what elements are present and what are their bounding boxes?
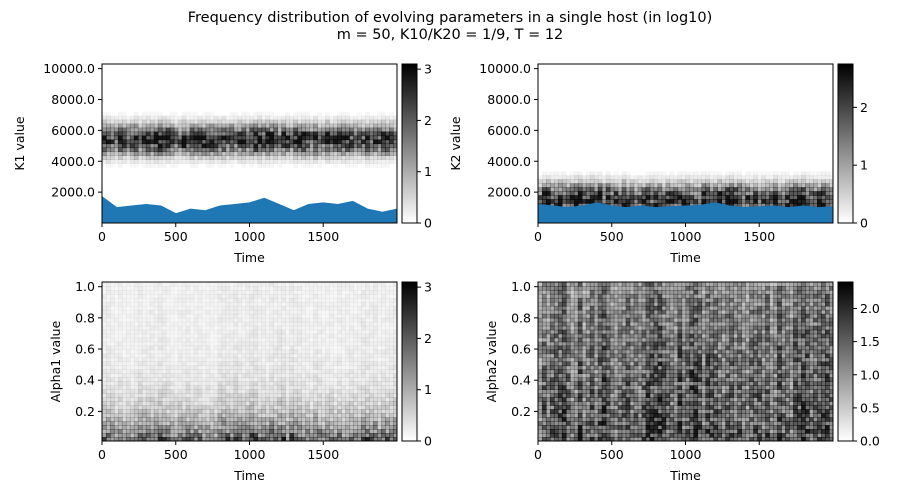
alpha2-xtick-label: 0 [534, 447, 542, 462]
alpha1-xtick-label: 0 [98, 447, 106, 462]
alpha2-ytick-label: 0.4 [511, 373, 531, 388]
alpha2-ylabel: Alpha2 value [484, 320, 499, 402]
k2-colorbar-label: 2 [860, 100, 868, 115]
k1-ytick-label: 4000.0 [51, 154, 95, 169]
k1-heatmap [102, 111, 397, 223]
alpha2-colorbar-label: 2.0 [860, 301, 880, 316]
alpha1-xtick-label: 500 [164, 447, 188, 462]
alpha2-xtick-label: 1500 [743, 447, 775, 462]
k2-colorbar-label: 1 [860, 158, 868, 173]
k2-filled-series [538, 202, 833, 223]
k1-xtick-label: 500 [164, 229, 188, 244]
k1-xtick-label: 1000 [234, 229, 266, 244]
alpha1-xtick-label: 1500 [307, 447, 339, 462]
k2-xtick-label: 1500 [743, 229, 775, 244]
k2-ytick-label: 6000.0 [487, 123, 531, 138]
alpha2-colorbar [837, 281, 854, 442]
k2-colorbar-label: 0 [860, 216, 868, 231]
figure-title-line1: Frequency distribution of evolving param… [188, 10, 713, 26]
alpha1-ytick-label: 0.2 [75, 404, 95, 419]
k2-ytick-label: 4000.0 [487, 154, 531, 169]
alpha1-xtick-label: 1000 [234, 447, 266, 462]
panel-k1: 0 500 1000 1500 2000.0 4000.0 6000.0 8000.0 1000… [12, 61, 432, 265]
k1-ytick-label: 6000.0 [51, 123, 95, 138]
alpha1-colorbar-label: 0 [424, 434, 432, 449]
k2-ylabel: K2 value [448, 116, 463, 171]
k1-xtick-label: 0 [98, 229, 106, 244]
k1-colorbar-label: 0 [424, 216, 432, 231]
alpha2-ytick-label: 1.0 [511, 279, 531, 294]
k1-ytick-label: 8000.0 [51, 92, 95, 107]
figure-title-line2: m = 50, K10/K20 = 1/9, T = 12 [337, 27, 564, 43]
alpha2-xtick-label: 500 [600, 447, 624, 462]
k2-colorbar [837, 63, 854, 224]
panel-alpha1: 0 500 1000 1500 0.2 0.4 0.6 0.8 1.0 Time Alpha1 va… [48, 279, 432, 483]
k2-ytick-label: 8000.0 [487, 92, 531, 107]
k2-heatmap [538, 171, 833, 223]
k1-colorbar-label: 2 [424, 113, 432, 128]
alpha2-xtick-label: 1000 [670, 447, 702, 462]
alpha1-colorbar [401, 281, 418, 442]
alpha2-colorbar-label: 1.5 [860, 334, 880, 349]
alpha1-ylabel: Alpha1 value [48, 320, 63, 402]
k2-xtick-label: 500 [600, 229, 624, 244]
alpha1-heatmap [102, 282, 397, 441]
k2-xlabel: Time [669, 250, 701, 265]
alpha1-ytick-label: 1.0 [75, 279, 95, 294]
alpha1-xlabel: Time [233, 468, 265, 483]
alpha1-colorbar-label: 2 [424, 331, 432, 346]
panel-alpha2: 0 500 1000 1500 0.2 0.4 0.6 0.8 1.0 Time Alpha2 va… [484, 279, 880, 483]
alpha2-colorbar-label: 0.5 [860, 400, 880, 415]
k2-xtick-label: 1000 [670, 229, 702, 244]
alpha1-ytick-label: 0.6 [75, 342, 95, 357]
alpha2-heatmap [538, 282, 833, 441]
alpha2-colorbar-label: 1.0 [860, 367, 880, 382]
k1-ylabel: K1 value [12, 116, 27, 171]
k2-xtick-label: 0 [534, 229, 542, 244]
alpha1-colorbar-label: 3 [424, 280, 432, 295]
alpha2-ytick-label: 0.2 [511, 404, 531, 419]
alpha1-colorbar-label: 1 [424, 382, 432, 397]
k1-colorbar-label: 1 [424, 164, 432, 179]
alpha1-ytick-label: 0.4 [75, 373, 95, 388]
panel-k2: 0 500 1000 1500 2000.0 4000.0 6000.0 8000.0 1000… [448, 61, 868, 265]
alpha2-ytick-label: 0.6 [511, 342, 531, 357]
k1-colorbar-label: 3 [424, 62, 432, 77]
k1-filled-series [102, 196, 397, 223]
k1-colorbar [401, 63, 418, 224]
k2-ytick-label: 10000.0 [479, 61, 531, 76]
k1-xlabel: Time [233, 250, 265, 265]
k1-ytick-label: 10000.0 [43, 61, 95, 76]
k1-xtick-label: 1500 [307, 229, 339, 244]
alpha2-xlabel: Time [669, 468, 701, 483]
alpha2-ytick-label: 0.8 [511, 310, 531, 325]
alpha2-colorbar-label: 0.0 [860, 434, 880, 449]
k1-ytick-label: 2000.0 [51, 185, 95, 200]
alpha1-ytick-label: 0.8 [75, 310, 95, 325]
k2-ytick-label: 2000.0 [487, 185, 531, 200]
